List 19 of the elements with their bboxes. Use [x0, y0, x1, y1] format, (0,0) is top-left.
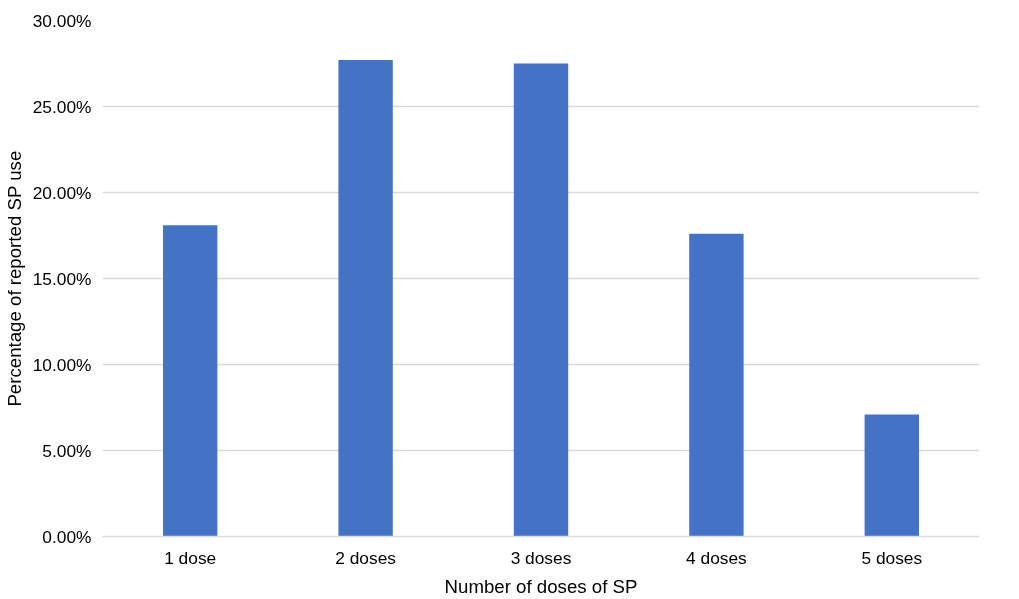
bar: [689, 233, 744, 537]
y-tick-label: 0.00%: [42, 526, 92, 547]
bar: [163, 225, 218, 537]
y-tick-label: 5.00%: [42, 440, 92, 461]
y-tick-label: 25.00%: [32, 96, 92, 117]
x-tick-label: 1 dose: [164, 547, 217, 568]
x-tick-label: 4 doses: [686, 547, 748, 568]
bar: [338, 60, 393, 537]
y-axis-title: Percentage of reported SP use: [3, 150, 25, 407]
y-tick-label: 30.00%: [32, 10, 92, 31]
x-tick-label: 2 doses: [335, 547, 397, 568]
bar: [864, 414, 919, 537]
y-tick-label: 20.00%: [32, 182, 92, 203]
x-axis-title: Number of doses of SP: [444, 575, 638, 597]
y-tick-label: 10.00%: [32, 354, 92, 375]
y-tick-label: 15.00%: [32, 268, 92, 289]
x-tick-label: 3 doses: [510, 547, 572, 568]
bar: [513, 63, 569, 537]
x-tick-label: 5 doses: [861, 547, 923, 568]
